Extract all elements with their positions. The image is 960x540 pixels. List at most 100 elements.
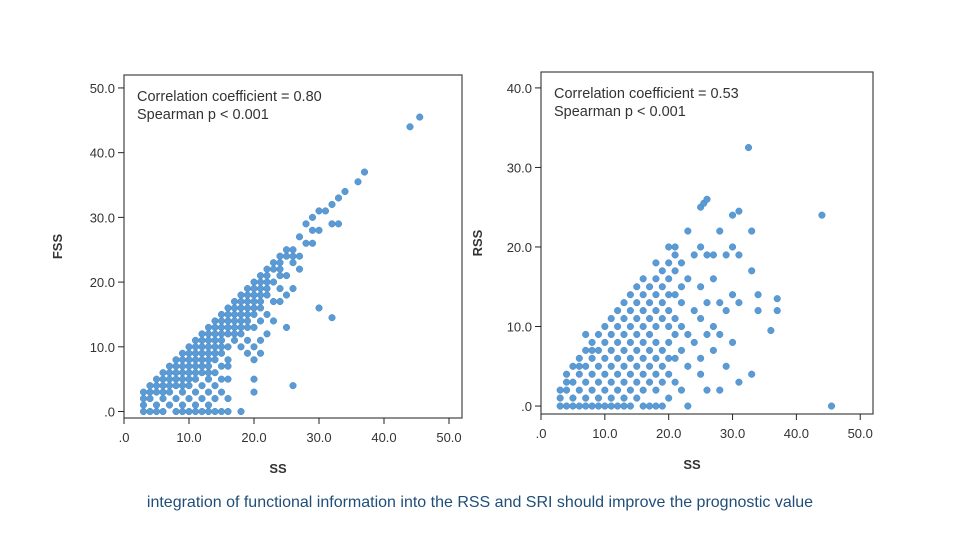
data-point	[575, 370, 583, 378]
data-point	[645, 378, 654, 386]
data-point	[690, 307, 698, 315]
data-point	[626, 291, 634, 299]
data-point	[217, 323, 226, 331]
data-point	[256, 349, 265, 357]
data-point	[146, 395, 154, 403]
data-point	[328, 314, 336, 322]
data-point	[256, 278, 265, 286]
data-point	[639, 275, 647, 283]
data-point	[773, 295, 781, 303]
data-point	[697, 243, 705, 251]
plot-frame	[540, 71, 874, 415]
data-point	[645, 346, 654, 354]
data-point	[198, 349, 206, 357]
data-point	[716, 227, 724, 235]
data-point	[709, 275, 717, 283]
data-point	[250, 291, 258, 299]
data-point	[191, 375, 200, 383]
y-tick-label: 30.0	[90, 210, 115, 225]
data-point	[620, 315, 628, 323]
data-point	[818, 211, 826, 219]
data-point	[703, 195, 711, 203]
data-point	[671, 243, 679, 251]
data-point	[594, 394, 603, 402]
data-point	[594, 330, 603, 339]
x-tick-label: .0	[536, 426, 547, 441]
data-point	[716, 386, 724, 394]
data-point	[575, 362, 583, 370]
annotation-line: Spearman p < 0.001	[137, 107, 269, 123]
data-point	[230, 304, 239, 312]
data-point	[224, 310, 232, 319]
data-point	[211, 323, 219, 331]
data-point	[289, 252, 297, 260]
data-point	[178, 369, 187, 377]
data-point	[256, 291, 265, 299]
data-point	[204, 375, 213, 383]
data-point	[677, 283, 686, 291]
data-point	[601, 322, 609, 331]
data-point	[582, 402, 590, 410]
data-point	[594, 346, 603, 354]
data-point	[639, 370, 647, 378]
data-point	[677, 386, 686, 394]
data-point	[639, 322, 647, 331]
data-point	[302, 220, 310, 228]
data-point	[626, 402, 634, 410]
data-point	[690, 338, 698, 346]
data-point	[703, 251, 711, 259]
data-point	[582, 346, 590, 354]
data-point	[665, 394, 673, 402]
data-point	[146, 407, 154, 416]
x-tick-label: 30.0	[306, 430, 331, 445]
data-point	[334, 220, 343, 228]
data-point	[139, 407, 148, 416]
y-tick-label: 40.0	[90, 146, 115, 161]
data-point	[620, 378, 628, 386]
y-tick-label: .0	[521, 399, 532, 414]
data-point	[243, 291, 252, 299]
data-point	[703, 330, 711, 339]
data-point	[243, 304, 252, 312]
data-point	[639, 307, 647, 315]
data-point	[639, 354, 647, 362]
data-point	[185, 375, 193, 383]
data-point	[626, 354, 634, 362]
data-point	[754, 307, 762, 315]
data-point	[601, 338, 609, 346]
data-point	[204, 401, 213, 409]
data-point	[677, 346, 686, 354]
data-point	[204, 407, 213, 416]
data-point	[614, 370, 622, 378]
data-point	[722, 307, 730, 315]
data-point	[217, 349, 226, 357]
y-tick-label: 50.0	[90, 81, 115, 96]
data-point	[645, 362, 654, 370]
data-point	[658, 378, 666, 386]
data-point	[321, 207, 330, 215]
data-point	[198, 362, 206, 370]
data-point	[237, 330, 245, 338]
data-point	[562, 386, 571, 394]
data-point	[230, 323, 239, 331]
data-point	[165, 382, 174, 390]
data-point	[204, 343, 213, 351]
data-point	[256, 304, 265, 312]
annotation-line: Correlation coefficient = 0.53	[554, 86, 739, 102]
data-point	[620, 330, 628, 339]
data-point	[178, 382, 187, 390]
data-point	[243, 323, 252, 331]
data-point	[243, 349, 252, 357]
data-point	[569, 402, 577, 410]
data-point	[315, 304, 323, 312]
data-point	[308, 213, 317, 221]
data-point	[633, 330, 641, 339]
data-point	[217, 330, 226, 338]
data-point	[250, 285, 258, 293]
data-point	[178, 388, 187, 396]
data-point	[165, 369, 174, 377]
data-point	[282, 291, 291, 299]
data-point	[697, 315, 705, 323]
data-point	[204, 356, 213, 364]
data-point	[250, 356, 258, 364]
